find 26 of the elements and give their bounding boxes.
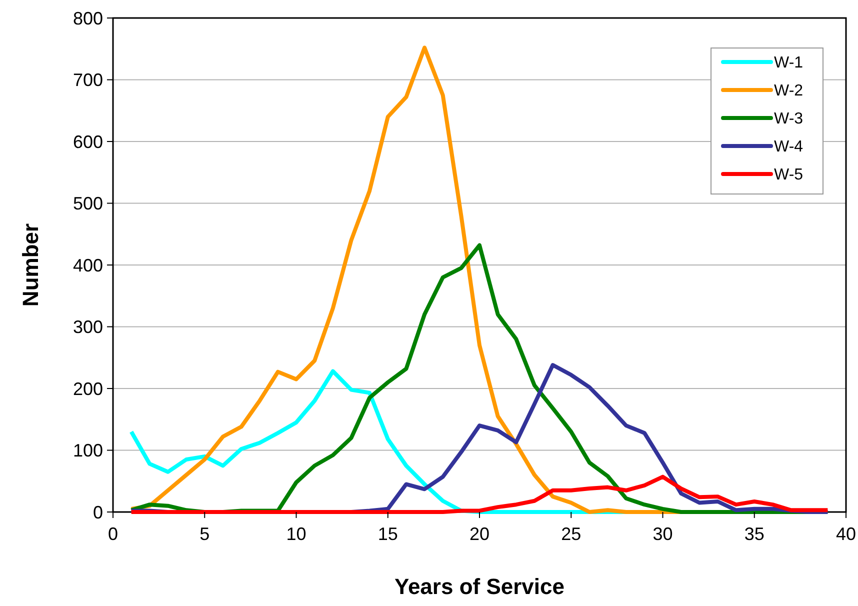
legend-label: W-2 <box>774 82 804 100</box>
y-tick-label: 0 <box>92 502 103 522</box>
x-tick-label: 25 <box>561 524 582 544</box>
legend-label: W-1 <box>774 54 804 72</box>
legend-label: W-3 <box>774 110 804 128</box>
legend-label: W-5 <box>774 166 804 184</box>
x-tick-label: 20 <box>469 524 490 544</box>
y-tick-label: 300 <box>72 317 103 338</box>
x-tick-label: 30 <box>652 524 673 544</box>
x-tick-label: 40 <box>836 524 856 544</box>
line-series <box>129 474 830 514</box>
x-axis-title: Years of Service <box>394 574 565 599</box>
y-tick-label: 100 <box>72 440 103 461</box>
y-tick-label: 800 <box>72 8 103 28</box>
legend-label: W-4 <box>774 138 804 156</box>
y-tick-label: 700 <box>72 70 103 90</box>
y-tick-label: 500 <box>72 194 103 214</box>
y-axis-title: Number <box>18 223 43 307</box>
y-tick-label: 400 <box>72 255 103 276</box>
x-tick-label: 10 <box>286 524 306 544</box>
y-tick-label: 200 <box>72 378 103 399</box>
x-tick-label: 5 <box>200 524 210 544</box>
y-tick-label: 600 <box>72 132 103 152</box>
x-tick-label: 35 <box>744 524 764 544</box>
x-tick-label: 15 <box>378 524 398 544</box>
x-tick-label: 0 <box>108 524 118 544</box>
